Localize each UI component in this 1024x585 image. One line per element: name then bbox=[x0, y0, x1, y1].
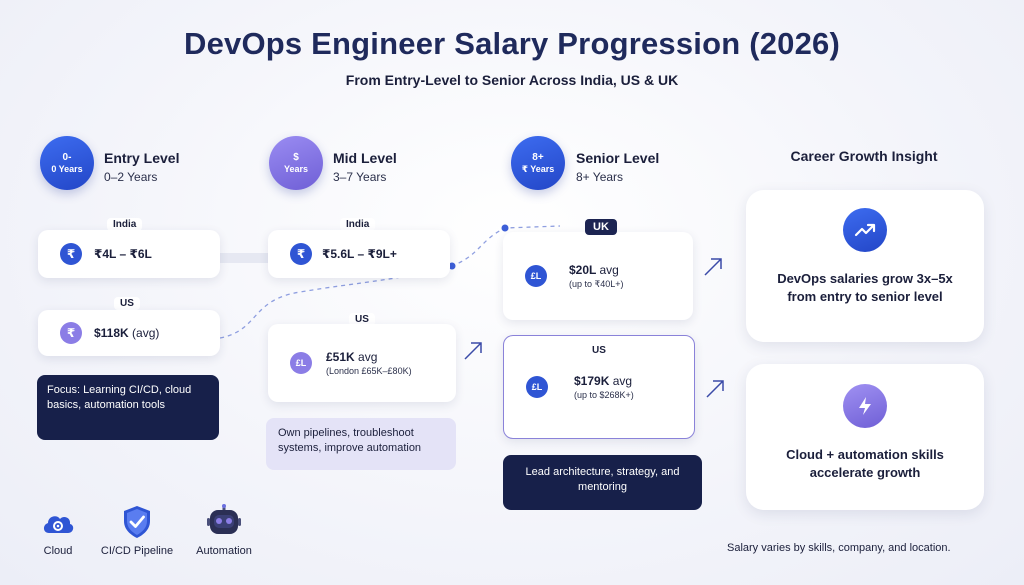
cloud-gear-icon bbox=[40, 507, 76, 542]
senior-level-years: 8+ Years bbox=[576, 170, 624, 184]
entry-us-note: (avg) bbox=[132, 326, 160, 340]
senior-uk-tag: UK bbox=[585, 219, 617, 235]
mid-us-tag: US bbox=[349, 313, 375, 326]
senior-badge-bottom: ₹ Years bbox=[521, 163, 555, 174]
senior-level-badge: 8+ ₹ Years bbox=[511, 136, 565, 190]
entry-india-card: ₹ ₹4L – ₹6L bbox=[38, 230, 220, 278]
senior-uk-card: £L $20L avg (up to ₹40L+) bbox=[503, 232, 693, 320]
insight-growth-text: DevOps salaries grow 3x–5x from entry to… bbox=[777, 271, 953, 304]
rupee-icon: ₹ bbox=[60, 243, 82, 265]
rupee-icon: ₹ bbox=[60, 322, 82, 344]
robot-icon bbox=[206, 504, 242, 545]
insight-card-skills: Cloud + automation skills accelerate gro… bbox=[746, 364, 984, 510]
lightning-icon bbox=[843, 384, 887, 428]
mid-us-card: £L £51K avg (London £65K–£80K) bbox=[268, 324, 456, 402]
senior-us-tag: US bbox=[586, 344, 612, 357]
entry-focus-box: Focus: Learning CI/CD, cloud basics, aut… bbox=[37, 375, 219, 440]
page-subtitle: From Entry-Level to Senior Across India,… bbox=[345, 72, 679, 88]
mid-badge-top: $ bbox=[293, 151, 299, 163]
entry-badge-top: 0- bbox=[62, 151, 72, 163]
bottom-label-cicd: CI/CD Pipeline bbox=[100, 545, 174, 557]
mid-badge-bottom: Years bbox=[283, 163, 309, 174]
entry-badge-bottom: 0 Years bbox=[51, 163, 83, 174]
rupee-icon: ₹ bbox=[290, 243, 312, 265]
mid-level-name: Mid Level bbox=[333, 150, 397, 166]
arrow-up-right-icon bbox=[462, 340, 484, 362]
senior-level-name: Senior Level bbox=[576, 150, 660, 166]
senior-us-amount-suffix: avg bbox=[612, 374, 633, 388]
pound-icon: £L bbox=[526, 376, 548, 398]
mid-us-amount: £51K bbox=[326, 350, 355, 364]
senior-us-amount: $179K bbox=[574, 374, 610, 388]
insight-card-growth: DevOps salaries grow 3x–5x from entry to… bbox=[746, 190, 984, 342]
arrow-up-right-icon bbox=[704, 378, 726, 400]
shield-check-icon bbox=[121, 504, 153, 545]
mid-india-amount: ₹5.6L – ₹9L+ bbox=[322, 247, 397, 261]
footnote: Salary varies by skills, company, and lo… bbox=[727, 542, 951, 554]
entry-india-tag: India bbox=[107, 218, 143, 231]
senior-uk-amount: $20L bbox=[569, 262, 597, 277]
mid-us-sub: (London £65K–£80K) bbox=[326, 366, 412, 376]
pound-icon: £L bbox=[290, 352, 312, 374]
entry-us-card: ₹ $118K (avg) bbox=[38, 310, 220, 356]
senior-focus-box: Lead architecture, strategy, and mentori… bbox=[503, 455, 702, 510]
senior-uk-amount-suffix: avg bbox=[599, 262, 619, 277]
entry-us-amount: $118K bbox=[94, 326, 129, 340]
mid-us-amount-suffix: avg bbox=[358, 350, 378, 364]
mid-india-tag: India bbox=[340, 218, 376, 231]
trend-up-icon bbox=[843, 208, 887, 252]
entry-us-tag: US bbox=[114, 297, 140, 310]
senior-us-sub: (up to $268K+) bbox=[574, 390, 634, 400]
entry-level-name: Entry Level bbox=[104, 150, 180, 166]
mid-india-card: ₹ ₹5.6L – ₹9L+ bbox=[268, 230, 450, 278]
page-title: DevOps Engineer Salary Progression (2026… bbox=[183, 26, 841, 61]
pound-icon: £L bbox=[525, 265, 547, 287]
insight-skills-text: Cloud + automation skills accelerate gro… bbox=[786, 447, 944, 480]
insight-title: Career Growth Insight bbox=[790, 148, 938, 164]
senior-level-header: Senior Level 8+ Years bbox=[576, 150, 659, 184]
arrow-up-right-icon bbox=[702, 256, 724, 278]
entry-india-amount: ₹4L – ₹6L bbox=[94, 247, 152, 261]
senior-us-card: £L $179K avg (up to $268K+) bbox=[503, 335, 695, 439]
mid-level-header: Mid Level 3–7 Years bbox=[333, 150, 397, 184]
entry-level-years: 0–2 Years bbox=[104, 170, 158, 184]
mid-focus-box: Own pipelines, troubleshoot systems, imp… bbox=[266, 418, 456, 470]
bottom-label-cloud: Cloud bbox=[43, 545, 73, 557]
bottom-label-automation: Automation bbox=[196, 545, 252, 557]
mid-level-years: 3–7 Years bbox=[333, 170, 387, 184]
entry-level-header: Entry Level 0–2 Years bbox=[104, 150, 179, 184]
mid-level-badge: $ Years bbox=[269, 136, 323, 190]
senior-uk-sub: (up to ₹40L+) bbox=[569, 278, 624, 289]
senior-badge-top: 8+ bbox=[532, 151, 544, 163]
entry-level-badge: 0- 0 Years bbox=[40, 136, 94, 190]
